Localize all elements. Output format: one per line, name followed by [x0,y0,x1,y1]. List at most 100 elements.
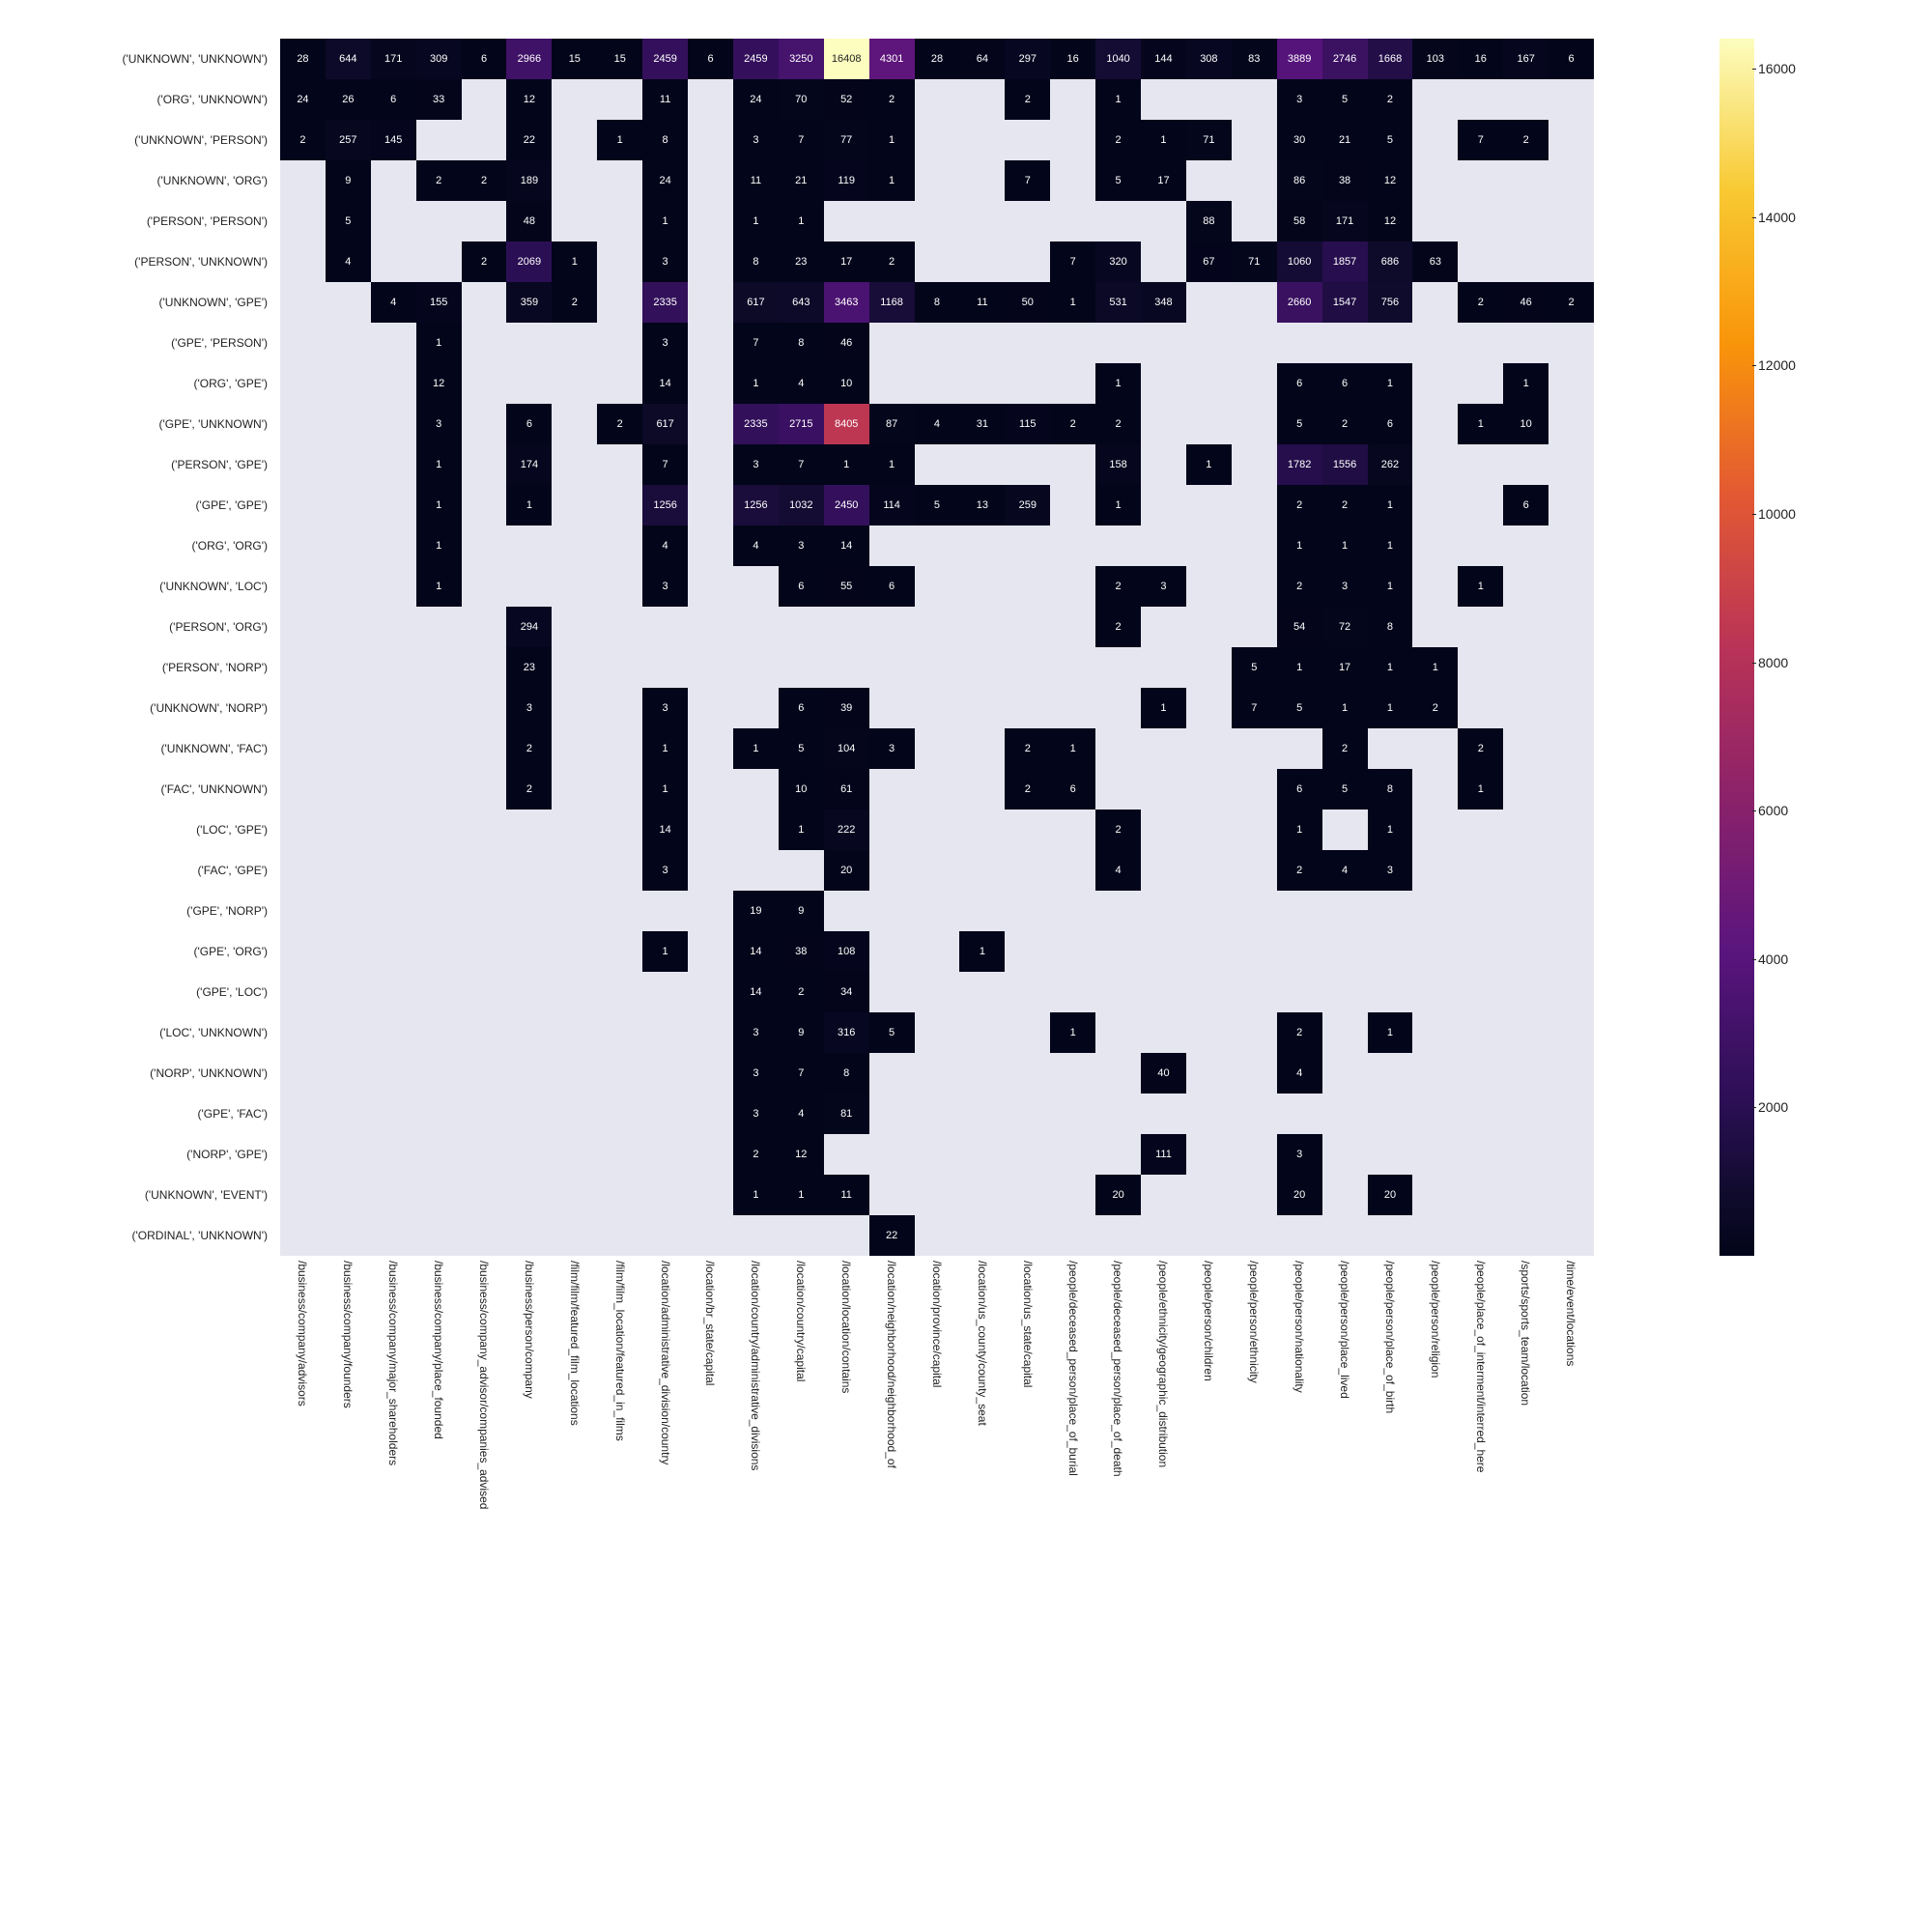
heatmap-cell [326,1175,371,1215]
heatmap-cell [1095,688,1141,728]
heatmap-cell: 7 [642,444,688,485]
heatmap-cell: 1168 [869,282,915,323]
heatmap-cell: 71 [1232,242,1277,282]
heatmap-cell: 2 [1005,79,1050,120]
y-label: ('NORP', 'GPE') [0,1134,275,1175]
heatmap-cell [1548,1012,1594,1053]
heatmap-cell [1412,769,1458,810]
heatmap-cell [824,607,869,647]
heatmap-cell: 1 [416,485,462,526]
heatmap-cell [462,282,507,323]
y-label: ('GPE', 'ORG') [0,931,275,972]
heatmap-cell [1458,972,1503,1012]
heatmap-cell [1232,201,1277,242]
heatmap-cell [1005,688,1050,728]
heatmap-cell [416,688,462,728]
heatmap-cell [733,850,779,891]
heatmap-cell [597,160,642,201]
heatmap-cell: 1 [1277,647,1322,688]
heatmap-cell [688,647,733,688]
heatmap-cell: 2 [1458,728,1503,769]
heatmap-cell [688,972,733,1012]
heatmap-cell: 359 [506,282,552,323]
heatmap-cell: 6 [1548,39,1594,79]
heatmap-cell [869,688,915,728]
heatmap-cell [1322,1175,1368,1215]
heatmap-cell [688,485,733,526]
heatmap-cell: 6 [462,39,507,79]
colorbar [1719,39,1754,1256]
heatmap-cell [959,444,1005,485]
heatmap-cell: 1 [642,728,688,769]
heatmap-cell [1005,1215,1050,1256]
heatmap-cell [915,607,960,647]
heatmap-cell [915,160,960,201]
heatmap-cell: 20 [1277,1175,1322,1215]
heatmap-cell: 108 [824,931,869,972]
heatmap-cell [1503,647,1548,688]
heatmap-cell: 2 [1095,404,1141,444]
heatmap-cell [1186,485,1232,526]
heatmap-cell: 1 [1412,647,1458,688]
heatmap-cell [416,1175,462,1215]
heatmap-cell: 50 [1005,282,1050,323]
heatmap-cell [371,363,416,404]
heatmap-cell: 3 [733,1094,779,1134]
heatmap-cell: 4 [326,242,371,282]
heatmap-cell: 1256 [642,485,688,526]
heatmap-cell [597,647,642,688]
heatmap-cell: 1 [733,201,779,242]
heatmap-cell [371,647,416,688]
heatmap-cell [733,607,779,647]
heatmap-cell [597,1094,642,1134]
heatmap-cell [1232,1053,1277,1094]
heatmap-cell [1050,1215,1095,1256]
heatmap-cell [280,444,326,485]
heatmap-cell [416,1012,462,1053]
heatmap-cell: 2069 [506,242,552,282]
heatmap-cell [506,1215,552,1256]
heatmap-cell: 3 [733,444,779,485]
x-label: /business/company/place_founded [416,1261,462,1840]
heatmap-cell [1141,404,1186,444]
heatmap-cell [1458,1134,1503,1175]
heatmap-cell [1503,444,1548,485]
heatmap-cell [280,566,326,607]
heatmap-cell: 2335 [642,282,688,323]
heatmap-cell: 8 [642,120,688,160]
heatmap-cell [869,931,915,972]
heatmap-cell [1412,1175,1458,1215]
heatmap-cell [959,566,1005,607]
y-label: ('NORP', 'UNKNOWN') [0,1053,275,1094]
heatmap-cell [1503,323,1548,363]
heatmap-cell [462,1175,507,1215]
heatmap-cell: 87 [869,404,915,444]
heatmap-cell [416,850,462,891]
y-label: ('GPE', 'GPE') [0,485,275,526]
heatmap-cell: 2 [1005,769,1050,810]
heatmap-cell: 643 [779,282,824,323]
heatmap-cell: 2 [1050,404,1095,444]
heatmap-cell: 2 [1458,282,1503,323]
heatmap-cell: 145 [371,120,416,160]
heatmap-cell [688,444,733,485]
heatmap-cell: 1 [1368,647,1413,688]
heatmap-cell [552,323,597,363]
heatmap-cell [824,1134,869,1175]
heatmap-cell [1095,1215,1141,1256]
heatmap-cell: 64 [959,39,1005,79]
heatmap-cell [1050,891,1095,931]
heatmap-cell [1458,1053,1503,1094]
heatmap-cell [1232,931,1277,972]
heatmap-cell [959,79,1005,120]
x-label: /sports/sports_team/location [1503,1261,1548,1840]
heatmap-cell: 644 [326,39,371,79]
heatmap-cell: 119 [824,160,869,201]
heatmap-cell [1005,1094,1050,1134]
heatmap-cell: 12 [1368,160,1413,201]
heatmap-cell [1412,79,1458,120]
heatmap-cell [1005,1012,1050,1053]
heatmap-cell [1503,972,1548,1012]
heatmap-cell [326,1134,371,1175]
heatmap-cell: 2 [1368,79,1413,120]
